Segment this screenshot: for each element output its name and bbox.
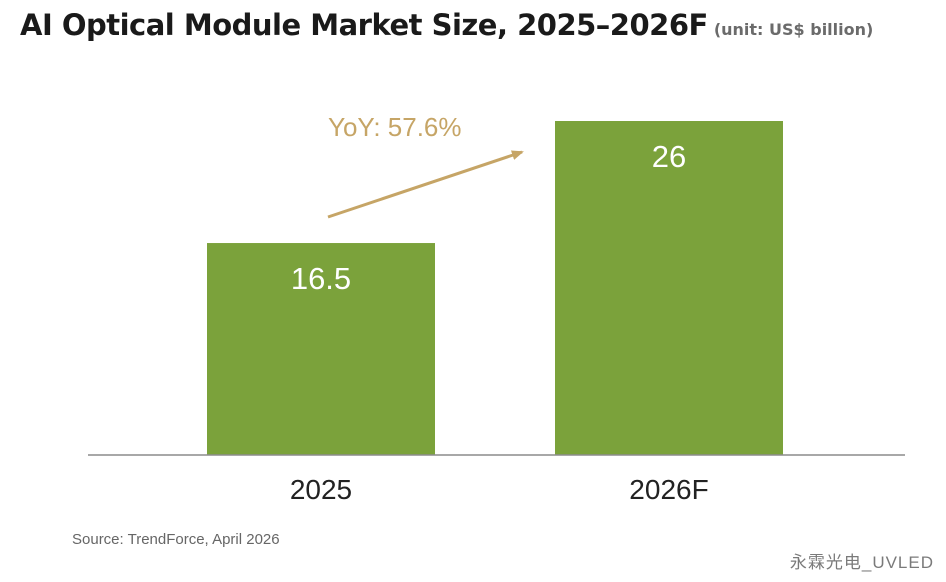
corner-watermark: 永霖光电_UVLED	[789, 553, 934, 572]
yoy-arrow	[327, 150, 524, 219]
category-label-2025: 2025	[290, 474, 352, 505]
value-label-2026F: 26	[652, 139, 686, 174]
value-label-2025: 16.5	[291, 261, 351, 296]
bar-2025	[207, 243, 435, 455]
unit-label: (unit: US$ billion)	[713, 20, 874, 39]
chart-title: AI Optical Module Market Size, 2025–2026…	[20, 8, 708, 42]
chart-title-row: AI Optical Module Market Size, 2025–2026…	[20, 8, 873, 42]
labels-group: 16.5 2025 26 2026F	[290, 139, 709, 505]
bar-2026F	[555, 121, 783, 455]
bars-group	[207, 121, 783, 455]
source-note: Source: TrendForce, April 2026	[72, 531, 280, 548]
yoy-annotation: YoY: 57.6%	[328, 112, 462, 142]
category-label-2026F: 2026F	[629, 474, 708, 505]
